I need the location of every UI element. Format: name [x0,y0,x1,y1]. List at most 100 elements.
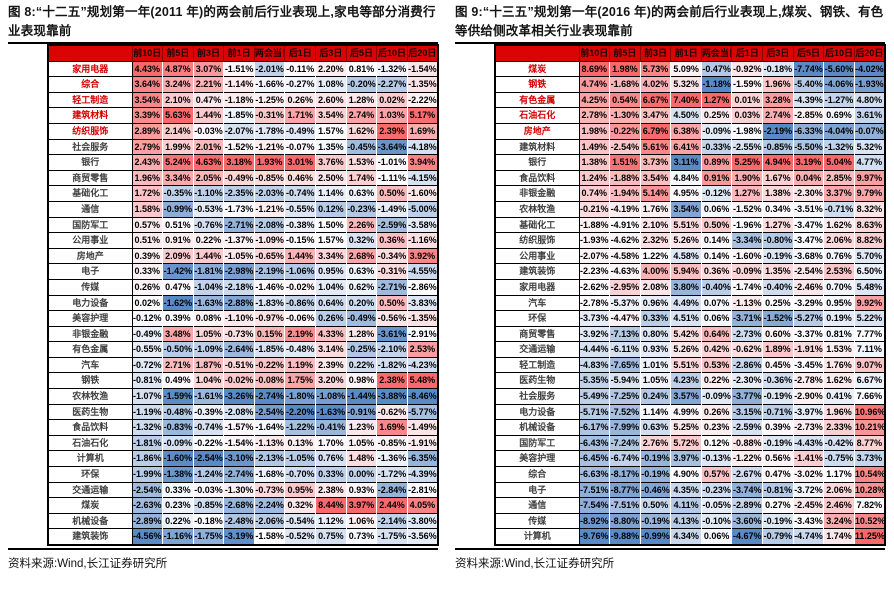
column-header: 后5日 [345,44,377,62]
heatmap-cell: 2.71% [162,356,194,373]
heatmap-cell: 0.32% [345,232,377,249]
table-row: 银行 2.43% 5.24% 4.63% 3.18% 1.93% 3.01% 3.76% 1.5… [48,154,438,171]
heatmap-cell: -7.25% [609,388,641,405]
heatmap-cell: -1.22% [284,419,316,436]
heatmap-cell: -1.18% [223,91,255,108]
heatmap-cell: -0.76% [192,216,224,233]
heatmap-cell: -2.78% [578,294,610,311]
heatmap-cell: 3.20% [315,372,347,389]
heatmap-cell: 1.17% [823,466,855,483]
heatmap-cell: 1.96% [762,76,794,93]
heatmap-cell: -0.13% [700,450,732,467]
heatmap-cell: -1.21% [253,200,285,218]
heatmap-cell: 0.14% [700,247,732,264]
industry-label: 美容护理 [495,450,580,467]
table-row: 煤炭 8.69% 1.98% 5.73% 5.09% -0.47% -0.92% -0.18%… [495,60,885,77]
heatmap-cell: -7.51% [578,481,610,498]
heatmap-cell: -0.18% [192,512,224,529]
heatmap-cell: 1.69% [376,419,408,436]
industry-label: 环保 [495,310,580,327]
heatmap-cell: 5.32% [670,76,702,93]
heatmap-cell: -3.47% [792,216,824,233]
heatmap-cell: 5.94% [670,263,702,280]
heatmap-cell: 4.74% [578,76,610,93]
table-row: 传媒 -8.92% -8.80% -0.19% 4.13% -0.10% -3.60% -0.… [495,512,885,529]
heatmap-cell: -1.74% [731,278,763,295]
heatmap-cell: -7.51% [609,497,641,514]
heatmap-cell: 4.90% [670,466,702,483]
heatmap-cell: 5.24% [162,154,194,171]
heatmap-cell: 1.35% [762,263,794,280]
table-row: 建筑装饰 -2.23% -4.63% 4.00% 5.94% 0.36% -0.09% 1.3… [495,263,885,280]
table-row: 国防军工 -6.43% -7.24% 2.76% 5.72% 0.12% -0.88% -0.… [495,434,885,451]
heatmap-cell: -1.32% [131,419,163,436]
heatmap-cell: 1.98% [609,60,641,77]
heatmap-cell: -3.88% [376,388,408,405]
heatmap-cell: 5.04% [823,154,855,171]
table-row: 建筑材料 1.49% -2.54% 5.61% 6.41% -0.33% -2.55% -0.… [495,138,885,155]
heatmap-cell: 11.25% [853,528,885,545]
heatmap-cell: -0.09% [162,434,194,451]
heatmap-cell: 3.24% [162,76,194,93]
heatmap-cell: -0.54% [284,512,316,529]
table-row: 石油石化 -1.81% -0.09% -0.22% -1.54% -1.13% 0.13% 1… [48,434,438,451]
heatmap-cell: -0.85% [253,169,285,186]
heatmap-cell: 0.36% [376,232,408,249]
heatmap-cell: -0.19% [762,512,794,529]
heatmap-cell: -0.35% [162,185,194,202]
heatmap-cell: 4.51% [670,310,702,327]
heatmap-cell: -1.41% [792,450,824,467]
heatmap-cell: 4.99% [670,403,702,420]
table-row: 公用事业 0.51% 0.91% 0.22% -1.37% -1.09% -0.15% 1.5… [48,232,438,249]
heatmap-cell: -7.13% [609,325,641,342]
heatmap-cell: 0.06% [700,310,732,327]
heatmap-cell: -3.34% [731,232,763,249]
figure-9-top-rule [455,42,885,44]
heatmap-cell: -4.56% [131,528,163,545]
industry-label: 国防军工 [48,216,133,233]
heatmap-cell: -0.62% [376,403,408,420]
heatmap-cell: 1.44% [192,247,224,264]
heatmap-cell: -2.68% [223,497,255,514]
heatmap-cell: 0.75% [315,528,347,545]
heatmap-cell: -5.27% [792,310,824,327]
heatmap-cell: 1.74% [823,528,855,545]
heatmap-cell: -1.25% [253,91,285,108]
heatmap-cell: -4.47% [609,310,641,327]
heatmap-cell: 5.25% [670,419,702,436]
heatmap-cell: -2.95% [609,278,641,295]
heatmap-cell: 1.96% [131,169,163,186]
table-row: 电力设备 0.02% -1.62% -1.63% -2.88% -1.83% -0.86% 0… [48,294,438,311]
heatmap-cell: -1.96% [731,216,763,233]
heatmap-cell: -0.56% [376,310,408,327]
industry-label: 医药生物 [48,403,133,420]
heatmap-cell: -1.88% [609,169,641,186]
column-header: 两会当日 [700,44,732,62]
heatmap-cell: 7.82% [853,497,885,514]
industry-label: 银行 [495,154,580,171]
heatmap-cell: -2.54% [792,263,824,280]
table-row: 建筑材料 3.39% 5.63% 1.44% -1.85% -0.31% 1.71% 3.54… [48,107,438,124]
heatmap-cell: -1.88% [578,216,610,233]
column-header: 前3日 [192,44,224,62]
heatmap-cell: -1.24% [192,466,224,483]
heatmap-cell: -1.10% [223,310,255,327]
heatmap-cell: 0.41% [823,388,855,405]
heatmap-cell: 2.09% [162,247,194,264]
heatmap-cell: -5.37% [609,294,641,311]
industry-label: 综合 [495,466,580,483]
heatmap-cell: -7.65% [609,356,641,373]
heatmap-cell: -0.40% [700,278,732,295]
heatmap-cell: 1.48% [345,450,377,467]
heatmap-cell: -0.48% [162,403,194,420]
heatmap-cell: 2.44% [376,497,408,514]
heatmap-cell: -2.46% [792,278,824,295]
heatmap-cell: -0.99% [162,200,194,218]
heatmap-cell: 4.05% [406,497,438,514]
heatmap-cell: -3.73% [578,310,610,327]
heatmap-cell: -1.99% [131,466,163,483]
heatmap-cell: 10.52% [853,512,885,529]
heatmap-cell: -2.73% [731,325,763,342]
column-header: 前5日 [609,44,641,62]
column-header: 后5日 [792,44,824,62]
